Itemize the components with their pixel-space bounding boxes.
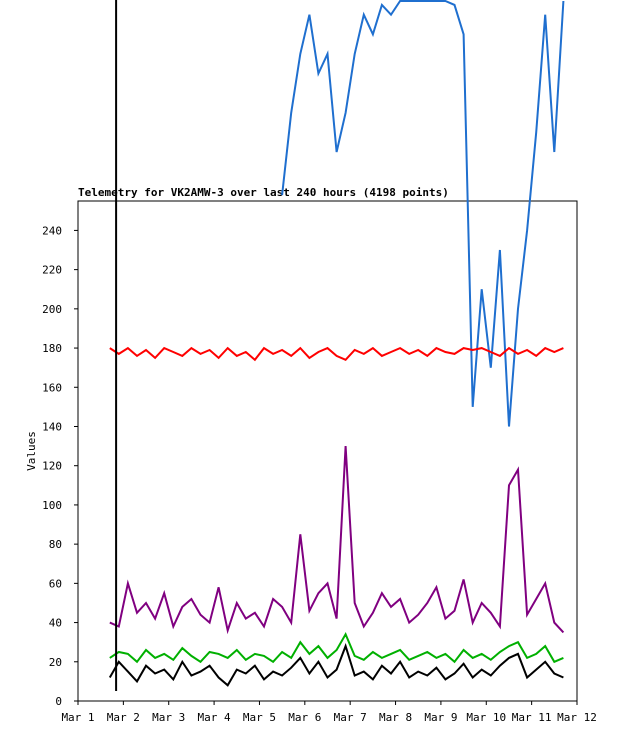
y-tick-label: 0 <box>55 695 62 708</box>
y-tick-label: 140 <box>42 420 62 433</box>
x-tick-label: Mar 3 <box>152 711 185 724</box>
x-tick-label: Mar 11 <box>512 711 552 724</box>
x-tick-label: Mar 2 <box>107 711 140 724</box>
x-tick-label: Mar 4 <box>198 711 231 724</box>
series-line <box>281 0 565 427</box>
x-tick-label: Mar 1 <box>61 711 94 724</box>
y-tick-label: 180 <box>42 342 62 355</box>
y-tick-label: 100 <box>42 499 62 512</box>
x-tick-label: Mar 7 <box>334 711 367 724</box>
y-tick-label: 200 <box>42 303 62 316</box>
series-line <box>109 446 565 635</box>
x-tick-label: Mar 6 <box>288 711 321 724</box>
y-axis-label: Values <box>25 431 38 471</box>
y-tick-label: 220 <box>42 264 62 277</box>
y-tick-label: 160 <box>42 381 62 394</box>
series-line <box>108 643 564 687</box>
x-tick-label: Mar 8 <box>379 711 412 724</box>
x-tick-label: Mar 5 <box>243 711 276 724</box>
chart-title: Telemetry for VK2AMW-3 over last 240 hou… <box>78 186 449 199</box>
series-line <box>109 346 564 362</box>
y-tick-label: 20 <box>49 656 62 669</box>
plot-frame <box>77 200 578 702</box>
x-tick-label: Mar 12 <box>557 711 597 724</box>
x-tick-label: Mar 10 <box>466 711 506 724</box>
x-tick-label: Mar 9 <box>424 711 457 724</box>
y-tick-label: 120 <box>42 460 62 473</box>
y-tick-label: 240 <box>42 224 62 237</box>
y-tick-label: 80 <box>49 538 62 551</box>
y-tick-label: 40 <box>49 617 62 630</box>
series-line <box>109 632 564 664</box>
y-tick-label: 60 <box>49 577 62 590</box>
